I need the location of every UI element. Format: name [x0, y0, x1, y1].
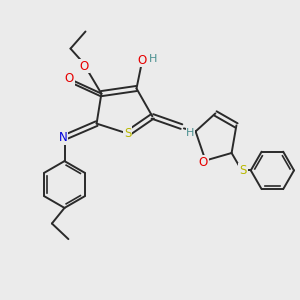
Text: O: O — [199, 156, 208, 170]
Text: N: N — [58, 131, 68, 144]
Text: S: S — [239, 164, 247, 177]
Text: H: H — [149, 54, 157, 64]
Text: O: O — [64, 72, 74, 86]
Text: O: O — [137, 53, 146, 67]
Text: H: H — [186, 128, 195, 138]
Text: S: S — [124, 127, 131, 140]
Text: O: O — [80, 59, 88, 73]
